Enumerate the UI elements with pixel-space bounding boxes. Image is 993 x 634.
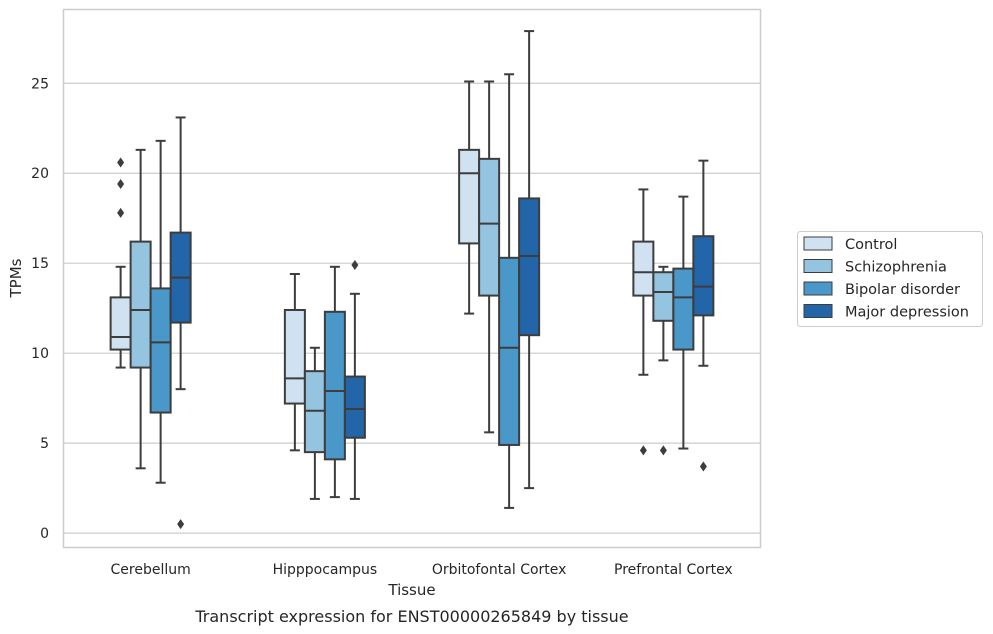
box-body <box>323 310 346 461</box>
box-body <box>672 267 695 351</box>
x-tick-label: Orbitofontal Cortex <box>432 562 567 578</box>
y-tick-label: 10 <box>31 346 49 362</box>
outlier-point <box>351 260 359 271</box>
box-bipolar-disorder <box>498 73 521 509</box>
box-body <box>518 197 541 337</box>
x-tick-label: Cerebellum <box>111 562 191 578</box>
y-tick-label: 20 <box>31 166 49 182</box>
box-control <box>283 273 306 452</box>
legend-label: Schizophrenia <box>845 260 947 276</box>
box-body <box>692 235 715 317</box>
y-tick-label: 15 <box>31 256 49 272</box>
box-control <box>458 80 481 315</box>
box-body <box>149 287 172 414</box>
y-tick-label: 5 <box>40 436 49 452</box>
box-schizophrenia <box>303 346 326 500</box>
box-bipolar-disorder <box>149 139 172 484</box>
x-axis-label: Tissue <box>387 581 435 599</box>
box-body <box>283 308 306 405</box>
box-schizophrenia <box>652 265 675 456</box>
box-major-depression <box>518 30 541 490</box>
x-axis-ticks: Cerebellum Hipppocampus Orbitofontal Corte… <box>111 562 733 578</box>
box-major-depression <box>343 260 366 500</box>
box-bipolar-disorder <box>672 195 695 450</box>
box-major-depression <box>692 159 715 472</box>
box-body <box>652 271 675 322</box>
box-body <box>129 240 152 369</box>
x-tick-label: Hipppocampus <box>273 562 378 578</box>
legend-swatch <box>803 259 833 273</box>
y-axis-ticks: 0 5 10 15 20 25 <box>31 76 49 542</box>
box-body <box>109 296 132 351</box>
box-bipolar-disorder <box>323 265 346 499</box>
box-control <box>632 188 655 456</box>
legend-label: Bipolar disorder <box>845 282 960 298</box>
box-schizophrenia <box>129 148 152 470</box>
box-body <box>343 375 366 439</box>
outlier-point <box>117 207 125 218</box>
outlier-point <box>639 445 647 456</box>
y-tick-label: 25 <box>31 76 49 92</box>
box-body <box>478 157 501 297</box>
box-major-depression <box>169 116 192 530</box>
legend-label: Control <box>845 237 897 253</box>
y-axis-label: TPMs <box>7 258 25 298</box>
boxes <box>109 30 715 530</box>
box-body <box>632 240 655 297</box>
outlier-point <box>659 445 667 456</box>
x-tick-label: Prefrontal Cortex <box>614 562 733 578</box>
chart-caption: Transcript expression for ENST0000026584… <box>194 607 628 626</box>
outlier-point <box>117 179 125 190</box>
legend-swatch <box>803 236 833 251</box>
plot-area-frame <box>62 8 762 549</box>
outlier-point <box>177 519 185 530</box>
outlier-point <box>699 461 707 472</box>
legend-swatch <box>803 304 833 318</box>
box-body <box>498 256 521 446</box>
outlier-point <box>117 157 125 168</box>
legend-frame <box>797 231 983 327</box>
legend-label: Major depression <box>845 305 969 321</box>
legend-swatch <box>803 281 833 296</box>
box-body <box>458 148 481 245</box>
box-control <box>109 157 132 369</box>
y-tick-label: 0 <box>40 526 49 542</box>
box-schizophrenia <box>478 80 501 434</box>
legend: Control Schizophrenia Bipolar disorder Majo… <box>797 231 983 327</box>
